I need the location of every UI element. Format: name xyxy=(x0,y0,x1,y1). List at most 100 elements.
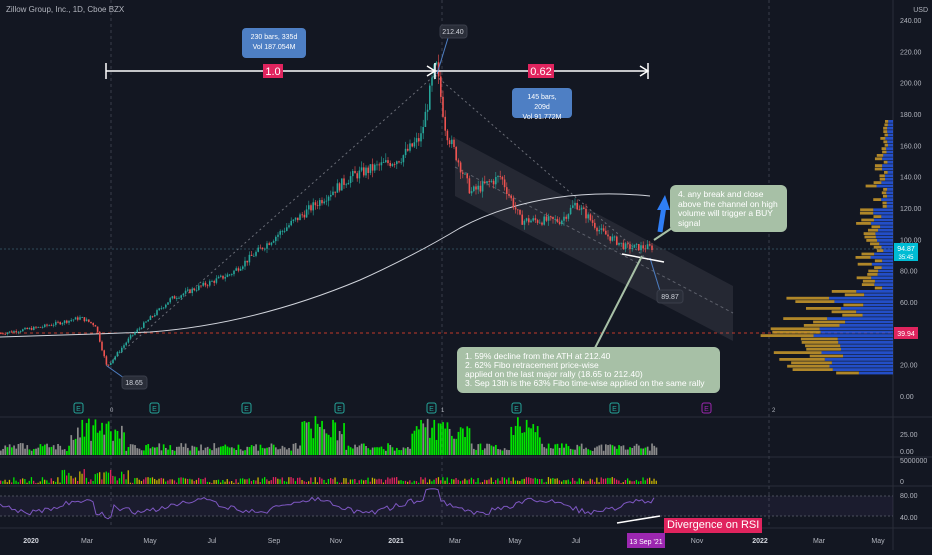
volume-bar xyxy=(55,449,57,455)
indicator-bar xyxy=(561,481,563,484)
earnings-marker[interactable] xyxy=(334,402,345,414)
candle-body xyxy=(457,160,460,163)
candle-body xyxy=(83,317,86,322)
indicator-bar xyxy=(242,478,244,484)
indicator-bar xyxy=(402,481,404,484)
indicator-bar xyxy=(651,480,653,484)
summary-note[interactable]: 1. 59% decline from the ATH at 212.40 2.… xyxy=(457,347,720,393)
indicator-bar xyxy=(382,482,385,484)
candle-body xyxy=(17,331,20,333)
volume-bar xyxy=(464,436,466,455)
candle-body xyxy=(30,327,33,330)
candle-body xyxy=(6,332,9,334)
candle-body xyxy=(649,244,651,246)
indicator-bar xyxy=(209,482,211,484)
summary-line3: applied on the last major rally (18.65 t… xyxy=(465,369,643,379)
volume-bar xyxy=(149,448,152,455)
earnings-markers[interactable]: E E E E E E E E 0 1 2 xyxy=(73,402,776,414)
profile-bar-down xyxy=(885,120,889,123)
indicator-bar xyxy=(294,481,297,484)
indicator-bar xyxy=(6,482,8,484)
indicator-bar xyxy=(33,480,35,484)
volume-bar xyxy=(481,449,484,455)
indicator-bar xyxy=(466,480,468,484)
volume-bar xyxy=(569,448,572,455)
volume-bar xyxy=(37,447,40,455)
candle-body xyxy=(336,183,339,193)
volume-bar xyxy=(418,429,420,455)
volume-bar xyxy=(17,443,20,455)
session-marker: 0 xyxy=(110,408,114,414)
volume-bar xyxy=(189,450,191,455)
candle-body xyxy=(611,236,614,241)
time-axis-label: Mar xyxy=(81,538,94,545)
volume-bar xyxy=(332,419,334,455)
volume-bar xyxy=(35,448,37,455)
volume-bar xyxy=(178,446,180,455)
candle-body xyxy=(369,164,372,173)
indicator-bar xyxy=(68,472,70,484)
candle-body xyxy=(28,327,31,330)
volume-bar xyxy=(415,426,418,455)
volume-bar xyxy=(338,431,341,455)
candle-body xyxy=(145,321,147,323)
earnings-marker[interactable] xyxy=(511,402,522,414)
indicator-bar xyxy=(116,480,118,484)
candle-body xyxy=(253,255,255,257)
indicator-bar xyxy=(220,482,222,484)
earnings-marker-upcoming[interactable] xyxy=(701,402,712,414)
earnings-marker[interactable] xyxy=(241,402,252,414)
callout-leader xyxy=(436,37,449,75)
indicator-bar xyxy=(72,478,74,484)
volume-bar xyxy=(90,440,92,455)
indicator-bar xyxy=(231,480,233,484)
indicator-bar xyxy=(572,477,574,484)
volume-bar xyxy=(484,448,486,455)
volume-bar xyxy=(495,444,497,455)
indicator-bar xyxy=(169,479,171,484)
volume-profile xyxy=(760,120,893,375)
volume-bar xyxy=(567,446,570,455)
volume-bar xyxy=(24,448,26,455)
volume-bar xyxy=(294,443,297,455)
volume-bar xyxy=(200,444,202,455)
level-price-tag xyxy=(894,327,918,339)
low-callout xyxy=(121,375,148,390)
earnings-marker[interactable] xyxy=(149,402,160,414)
candle-body xyxy=(33,326,35,330)
indicator-bar xyxy=(391,477,393,484)
candle-body xyxy=(308,205,310,210)
volume-bar xyxy=(292,443,295,455)
fib-trendline xyxy=(434,74,649,261)
candle-body xyxy=(132,334,134,336)
candle-body xyxy=(594,222,596,228)
candle-body xyxy=(613,236,616,238)
profile-bar-down xyxy=(866,239,877,242)
indicator-bar xyxy=(380,479,382,484)
price-axis[interactable]: 240.00 220.00 200.00 180.00 160.00 140.00 120.… xyxy=(900,18,922,401)
profile-bar-down xyxy=(801,341,839,344)
time-axis-label: Jul xyxy=(208,538,217,545)
candle-body xyxy=(552,216,554,220)
earnings-marker[interactable] xyxy=(426,402,437,414)
buy-signal-note[interactable]: 4. any break and close above the channel… xyxy=(670,185,787,232)
volume-bar xyxy=(15,448,18,455)
volume-bar xyxy=(180,443,183,455)
fib-badge-right-text: 0.62 xyxy=(530,66,551,78)
indicator-bar xyxy=(569,481,572,484)
candle-body xyxy=(640,245,642,251)
profile-bar-down xyxy=(873,245,882,249)
earnings-marker[interactable] xyxy=(73,402,84,414)
earnings-marker[interactable] xyxy=(609,402,620,414)
indicator-bar xyxy=(204,477,206,484)
time-axis[interactable]: 2020MarMayJulSepNov2021MarMayJulSepNov20… xyxy=(23,538,885,545)
volume-bar xyxy=(323,429,326,455)
candle-body xyxy=(605,230,607,235)
indicator-bar xyxy=(635,479,638,484)
volume-bar xyxy=(651,443,653,455)
candle-body xyxy=(213,281,215,283)
candle-body xyxy=(121,347,123,352)
candle-body xyxy=(239,268,242,271)
